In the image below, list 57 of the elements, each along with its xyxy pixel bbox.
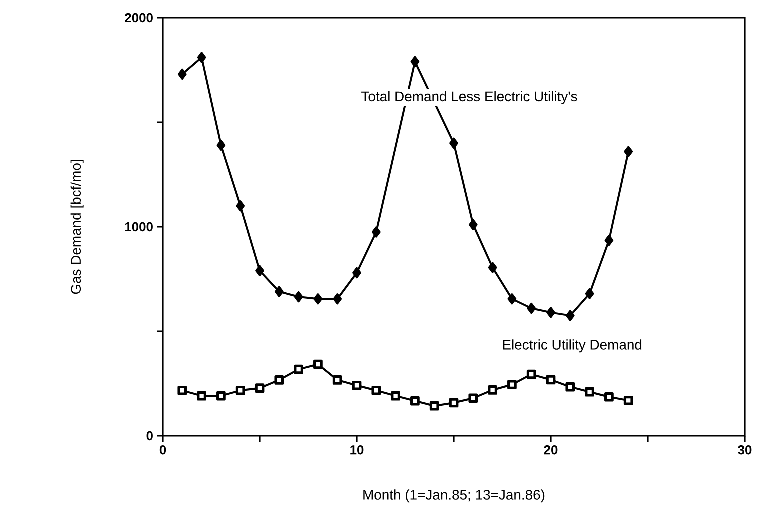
x-axis-title: Month (1=Jan.85; 13=Jan.86) (364, 490, 545, 503)
point (274, 286, 284, 298)
point (624, 396, 634, 406)
point (236, 386, 246, 396)
point (372, 386, 382, 396)
x-tick-label: 10 (350, 446, 364, 455)
point (236, 200, 246, 212)
point (333, 294, 342, 305)
point (410, 56, 420, 68)
point (546, 307, 556, 318)
point (604, 392, 614, 402)
point (352, 380, 362, 390)
point (468, 394, 478, 404)
point (585, 288, 594, 300)
text: Total Demand Less Electric Utility's (362, 91, 578, 104)
y-axis-title: Gas Demand [bcf/mo] (70, 160, 84, 294)
point (604, 235, 614, 246)
point (488, 262, 498, 274)
point (314, 360, 323, 370)
point (294, 291, 304, 303)
point (566, 310, 575, 322)
point (197, 52, 206, 64)
point (508, 380, 517, 390)
point (468, 219, 478, 230)
x-tick-label: 30 (738, 446, 752, 455)
y-tick-label: 2000 (125, 13, 153, 23)
point (585, 387, 594, 397)
point (197, 391, 206, 401)
point (488, 386, 498, 395)
point (274, 376, 284, 385)
point (430, 401, 440, 411)
point (546, 375, 556, 385)
point (526, 370, 536, 380)
point (178, 386, 188, 396)
point (391, 391, 400, 401)
point (216, 391, 226, 401)
point (294, 364, 304, 374)
point (332, 376, 342, 385)
point (352, 267, 362, 279)
y-tick-label: 1000 (125, 222, 153, 232)
point (256, 265, 264, 276)
text: Electric Utility Demand (503, 340, 642, 353)
point (410, 396, 420, 406)
point (450, 138, 458, 149)
x-tick-label: 20 (544, 446, 558, 455)
point (255, 384, 265, 394)
point (178, 68, 187, 80)
y-tick-label: 0 (146, 431, 153, 441)
point (566, 382, 576, 392)
point (449, 398, 459, 408)
point (314, 294, 323, 305)
point (527, 302, 536, 314)
x-tick-label: 0 (160, 446, 166, 455)
point (372, 226, 381, 238)
point (216, 140, 226, 152)
point (624, 146, 634, 158)
point (508, 294, 517, 305)
